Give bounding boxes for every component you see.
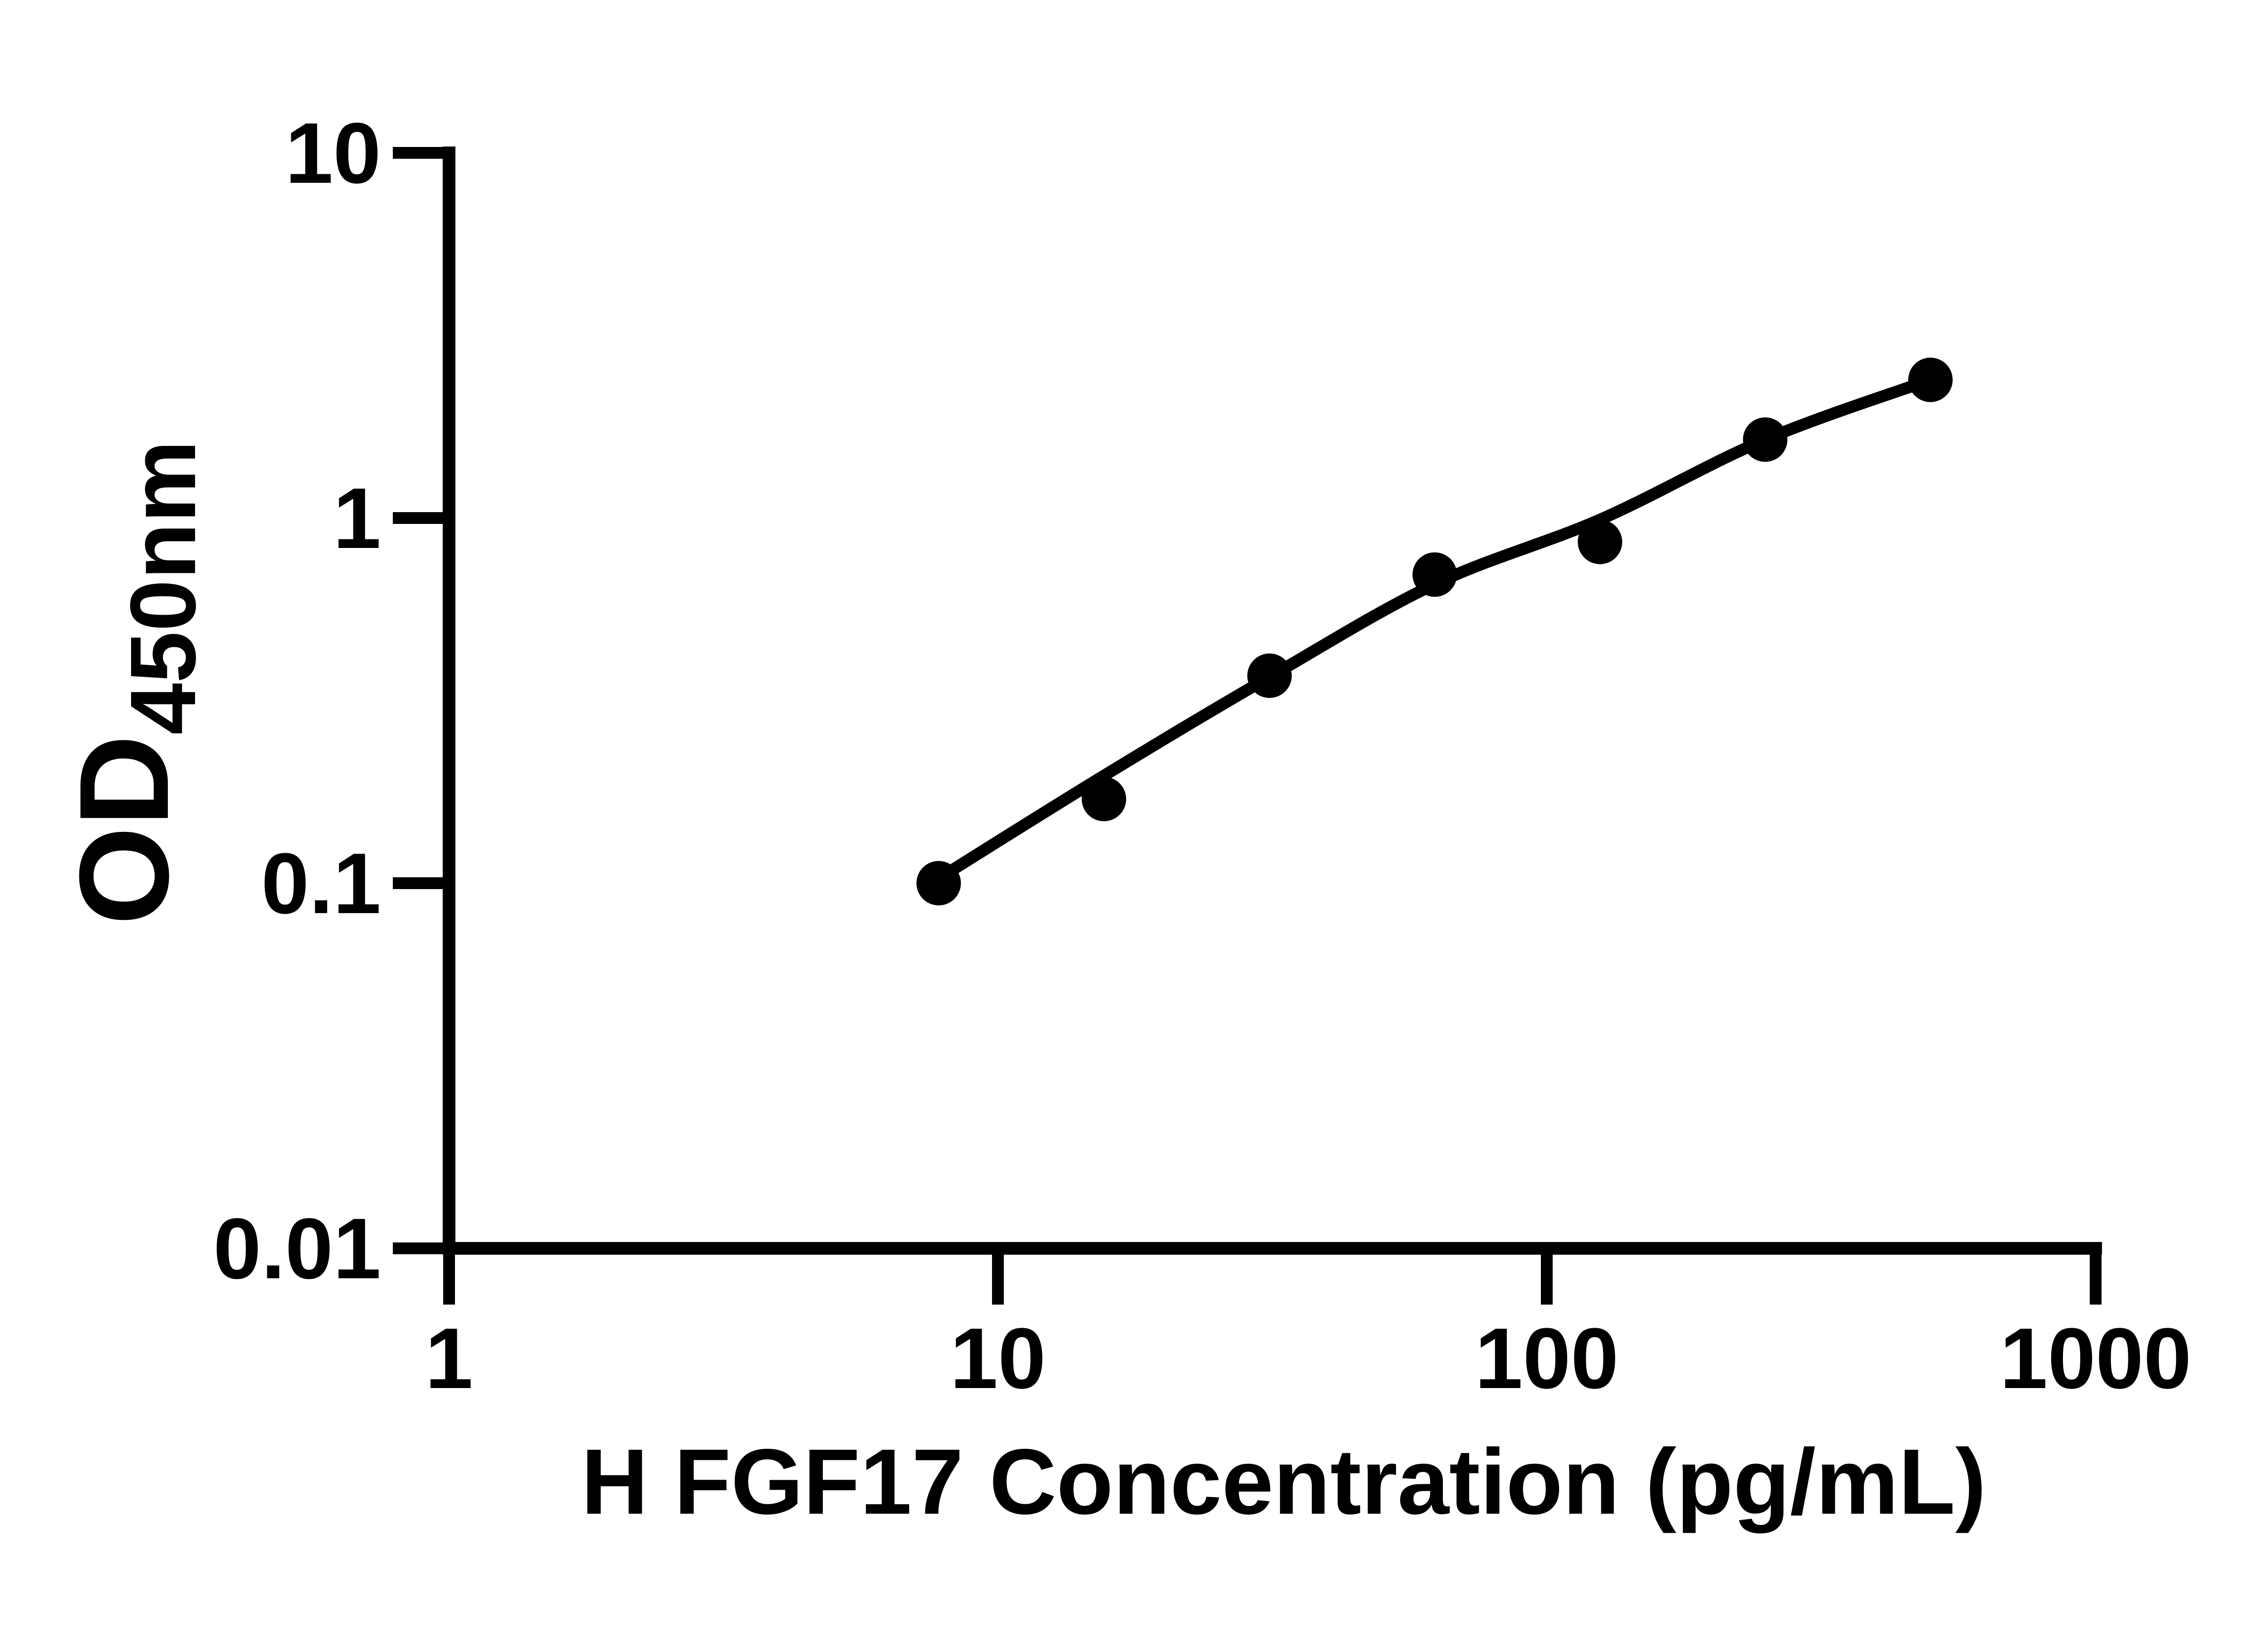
- x-tick-label: 100: [1475, 1310, 1618, 1407]
- data-point-marker: [1081, 777, 1126, 821]
- data-point-marker: [1743, 417, 1788, 462]
- x-tick-label: 1: [425, 1310, 473, 1407]
- x-axis-title: H FGF17 Concentration (pg/mL): [581, 1430, 1986, 1534]
- y-axis-title-main: OD: [54, 735, 195, 925]
- data-point-marker: [1247, 653, 1292, 698]
- x-axis-ticks: 1 10 100 1000: [425, 1248, 2191, 1407]
- data-point-marker: [916, 861, 961, 905]
- data-point-marker: [1908, 357, 1953, 402]
- data-point-marker: [1413, 552, 1457, 597]
- axes: [443, 147, 2102, 1255]
- y-axis-ticks: 10 1 0.1 0.01: [213, 105, 449, 1297]
- y-tick-label: 0.01: [213, 1201, 381, 1297]
- x-tick-label: 10: [950, 1310, 1046, 1407]
- x-tick-label: 1000: [2000, 1310, 2192, 1407]
- y-tick-label: 10: [285, 105, 381, 201]
- y-tick-label: 1: [333, 470, 381, 567]
- y-axis-title-subscript: 450nm: [111, 440, 215, 735]
- data-point-marker: [1578, 519, 1623, 564]
- data-points: [916, 357, 1953, 905]
- y-tick-label: 0.1: [261, 836, 381, 932]
- y-axis-title: OD450nm: [54, 440, 215, 925]
